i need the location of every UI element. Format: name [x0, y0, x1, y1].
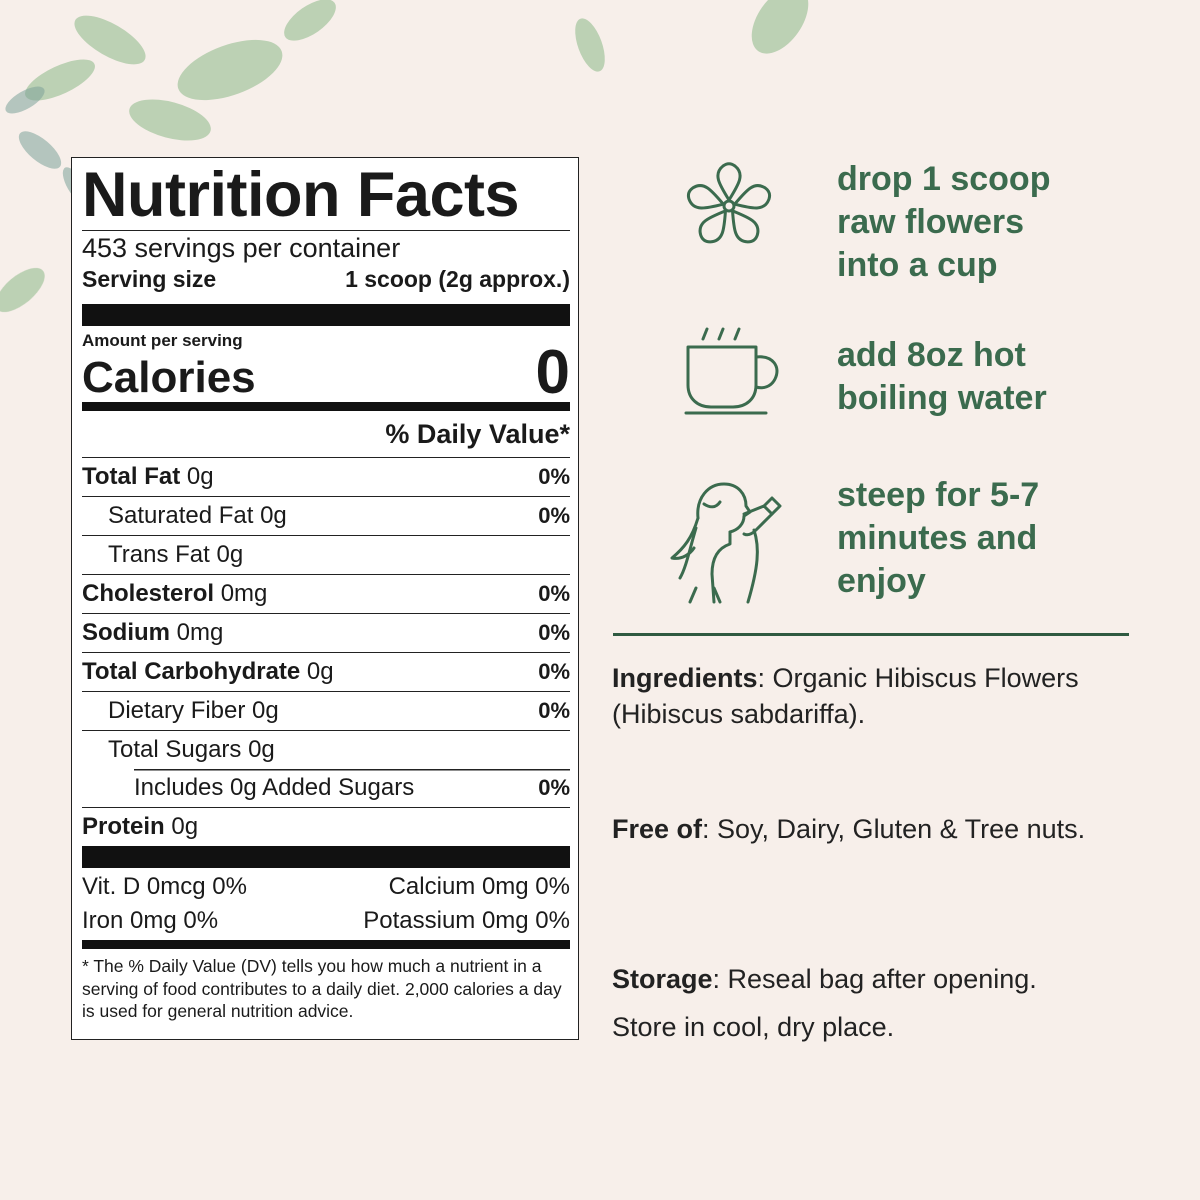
nutrient-row: Total Carbohydrate 0g 0% — [82, 652, 570, 691]
iron: Iron 0mg 0% — [82, 907, 219, 934]
serving-size-value: 1 scoop (2g approx.) — [345, 266, 570, 292]
servings-per-container: 453 servings per container — [82, 233, 401, 263]
nutrient-row: Saturated Fat 0g 0% — [82, 496, 570, 535]
nutrient-row: Includes 0g Added Sugars 0% — [82, 769, 570, 807]
vitamins-row: Vit. D 0mcg 0% Calcium 0mg 0% — [82, 870, 570, 904]
nutrient-row: Cholesterol 0mg 0% — [82, 574, 570, 613]
step-2-text: add 8oz hot boiling water — [837, 336, 1047, 417]
hot-cup-icon — [684, 327, 779, 415]
ingredients-value: : Organic Hibiscus Flowers (Hibiscus sab… — [612, 663, 1079, 729]
serving-size-label: Serving size — [82, 266, 217, 292]
nutrient-row: Total Fat 0g 0% — [82, 457, 570, 496]
calories-value: 0 — [535, 338, 570, 407]
nutrient-row: Trans Fat 0g — [82, 535, 570, 574]
thick-divider — [82, 846, 570, 868]
nutrition-facts-label: Nutrition Facts 453 servings per contain… — [71, 157, 579, 1040]
daily-value-footnote: * The % Daily Value (DV) tells you how m… — [82, 956, 562, 1021]
vitamin-d: Vit. D 0mcg 0% — [82, 873, 247, 900]
nutrient-row: Sodium 0mg 0% — [82, 613, 570, 652]
storage-value: : Reseal bag after opening. — [712, 964, 1037, 994]
nutrient-row: Dietary Fiber 0g 0% — [82, 691, 570, 730]
storage-text-2: Store in cool, dry place. — [612, 1012, 895, 1042]
amount-per-serving: Amount per serving — [82, 331, 243, 350]
serving-size-row: Serving size 1 scoop (2g approx.) — [82, 264, 570, 294]
free-of-value: : Soy, Dairy, Gluten & Tree nuts. — [702, 814, 1086, 844]
free-of-label: Free of — [612, 814, 703, 844]
leaf-decoration — [0, 0, 809, 313]
storage-text: Storage: Reseal bag after opening. — [612, 961, 1132, 997]
ingredients-text: Ingredients: Organic Hibiscus Flowers (H… — [612, 660, 1132, 732]
daily-value-header: % Daily Value* — [385, 419, 570, 449]
medium-divider — [82, 402, 570, 411]
step-1-text: drop 1 scoop raw flowers into a cup — [837, 160, 1051, 284]
thick-divider — [82, 304, 570, 326]
potassium: Potassium 0mg 0% — [363, 907, 570, 934]
nutrition-title: Nutrition Facts — [82, 160, 520, 230]
free-of-text: Free of: Soy, Dairy, Gluten & Tree nuts. — [612, 811, 1132, 847]
woman-drinking-icon — [670, 482, 782, 604]
ingredients-label: Ingredients — [612, 663, 758, 693]
section-divider — [613, 633, 1129, 636]
minerals-row: Iron 0mg 0% Potassium 0mg 0% — [82, 904, 570, 938]
nutrient-row: Total Sugars 0g — [82, 730, 570, 769]
nutrient-rows: Total Fat 0g 0% Saturated Fat 0g 0% Trans … — [82, 457, 570, 846]
calcium: Calcium 0mg 0% — [388, 873, 570, 900]
step-3-text: steep for 5-7 minutes and enjoy — [837, 476, 1040, 600]
nutrient-row: Protein 0g — [82, 807, 570, 846]
hibiscus-flower-icon — [686, 162, 772, 244]
calories-label: Calories — [82, 353, 256, 402]
calories-row: Calories 0 — [82, 342, 570, 404]
storage-label: Storage — [612, 964, 713, 994]
medium-divider — [82, 940, 570, 949]
